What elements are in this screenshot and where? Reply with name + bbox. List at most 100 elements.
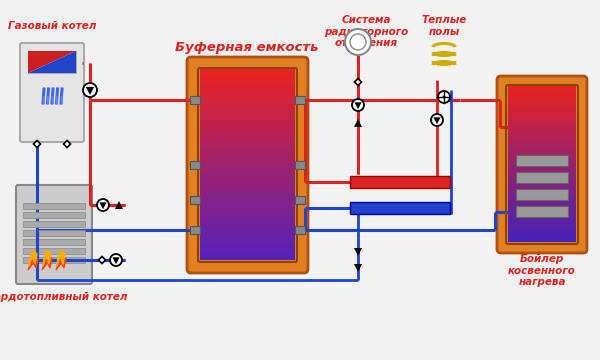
- Bar: [200, 251, 295, 256]
- Polygon shape: [354, 119, 362, 127]
- Circle shape: [352, 99, 364, 111]
- Polygon shape: [56, 258, 66, 270]
- Bar: [23, 248, 85, 254]
- Bar: [190, 226, 200, 234]
- Bar: [508, 206, 576, 211]
- Bar: [508, 214, 576, 219]
- Bar: [508, 229, 576, 234]
- Polygon shape: [28, 258, 38, 270]
- Circle shape: [110, 254, 122, 266]
- Bar: [28, 51, 76, 73]
- Bar: [200, 138, 295, 142]
- Polygon shape: [98, 256, 106, 264]
- Polygon shape: [112, 257, 119, 264]
- Bar: [200, 213, 295, 218]
- Bar: [200, 118, 295, 123]
- Bar: [508, 105, 576, 110]
- Polygon shape: [115, 201, 123, 209]
- Bar: [508, 156, 576, 161]
- FancyBboxPatch shape: [497, 76, 587, 253]
- Bar: [200, 69, 295, 74]
- Bar: [200, 240, 295, 245]
- Bar: [508, 152, 576, 157]
- Bar: [200, 96, 295, 100]
- Bar: [200, 99, 295, 104]
- Bar: [200, 145, 295, 150]
- Polygon shape: [433, 117, 440, 124]
- Bar: [23, 239, 85, 245]
- Polygon shape: [64, 140, 71, 148]
- FancyBboxPatch shape: [16, 185, 92, 284]
- Bar: [200, 84, 295, 89]
- Bar: [508, 191, 576, 195]
- Bar: [508, 113, 576, 118]
- Polygon shape: [57, 250, 65, 266]
- Bar: [508, 163, 576, 168]
- Polygon shape: [42, 258, 52, 270]
- Bar: [508, 175, 576, 180]
- Circle shape: [97, 199, 109, 211]
- Bar: [200, 73, 295, 78]
- Text: Газовый котел: Газовый котел: [8, 21, 96, 31]
- Bar: [508, 171, 576, 176]
- Circle shape: [83, 83, 97, 97]
- Bar: [508, 167, 576, 172]
- Bar: [200, 206, 295, 211]
- Bar: [23, 230, 85, 236]
- Bar: [508, 90, 576, 95]
- Bar: [200, 92, 295, 96]
- Bar: [200, 172, 295, 176]
- Bar: [508, 140, 576, 145]
- Bar: [200, 244, 295, 249]
- Polygon shape: [34, 140, 41, 148]
- Bar: [200, 168, 295, 172]
- Text: Теплые
полы: Теплые полы: [421, 15, 467, 37]
- Bar: [516, 172, 568, 183]
- Polygon shape: [86, 87, 94, 95]
- Bar: [508, 121, 576, 126]
- Bar: [200, 153, 295, 157]
- Bar: [200, 149, 295, 154]
- FancyBboxPatch shape: [20, 43, 84, 142]
- Bar: [295, 96, 305, 104]
- Bar: [200, 107, 295, 112]
- Bar: [516, 155, 568, 166]
- Bar: [508, 102, 576, 106]
- Circle shape: [345, 29, 371, 55]
- Bar: [200, 236, 295, 241]
- Bar: [508, 218, 576, 222]
- Polygon shape: [354, 248, 362, 256]
- Bar: [23, 221, 85, 227]
- Text: Система
радиаторного
отопления: Система радиаторного отопления: [324, 15, 408, 48]
- Bar: [200, 122, 295, 127]
- Circle shape: [443, 95, 445, 99]
- Bar: [200, 187, 295, 192]
- Bar: [200, 233, 295, 237]
- Text: Твердотопливный котел: Твердотопливный котел: [0, 292, 128, 302]
- Polygon shape: [354, 264, 362, 272]
- Bar: [508, 187, 576, 192]
- Bar: [190, 161, 200, 169]
- Bar: [350, 176, 450, 188]
- Bar: [295, 226, 305, 234]
- Bar: [508, 222, 576, 226]
- Bar: [508, 144, 576, 149]
- Circle shape: [438, 91, 450, 103]
- Bar: [508, 183, 576, 188]
- Bar: [508, 194, 576, 199]
- Bar: [508, 233, 576, 238]
- Bar: [200, 221, 295, 226]
- Bar: [508, 159, 576, 165]
- Bar: [200, 114, 295, 120]
- Polygon shape: [100, 202, 107, 209]
- Bar: [200, 111, 295, 116]
- Polygon shape: [355, 102, 362, 109]
- Polygon shape: [355, 78, 361, 85]
- Bar: [200, 160, 295, 165]
- Text: Бойлер
косвенного
нагрева: Бойлер косвенного нагрева: [508, 254, 576, 287]
- Bar: [200, 175, 295, 180]
- Bar: [508, 136, 576, 141]
- Bar: [200, 141, 295, 146]
- Bar: [508, 98, 576, 103]
- Bar: [508, 202, 576, 207]
